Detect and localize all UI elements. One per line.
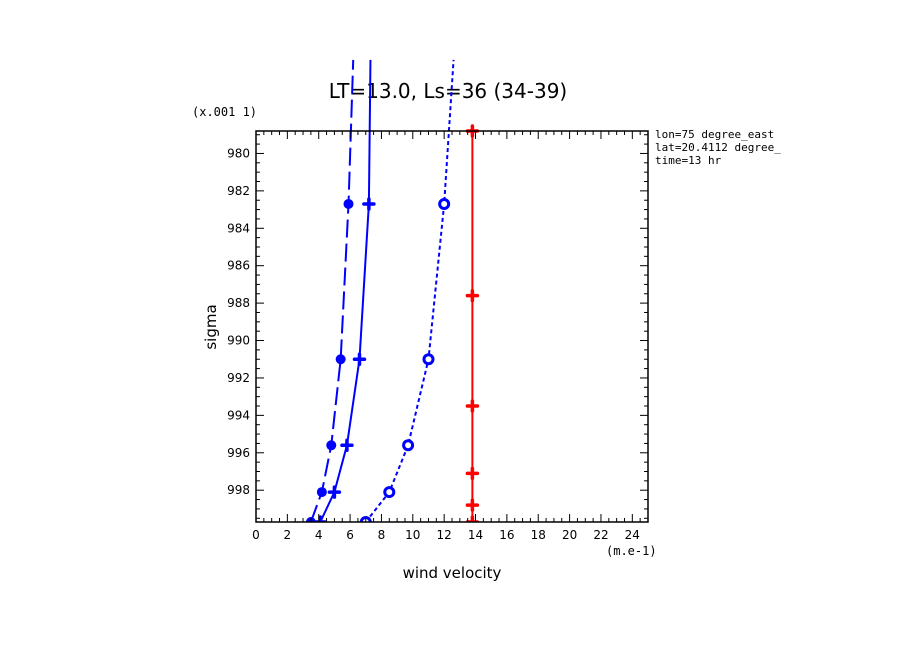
x-tick-label: 20 [562,528,577,542]
y-tick-label: 988 [227,296,250,310]
y-tick-label: 984 [227,221,250,235]
info-line: lat=20.4112 degree_ [655,141,781,154]
data-point [335,354,346,365]
series-1 [305,59,355,522]
data-point [362,197,376,211]
x-axis-label: wind velocity [403,564,502,582]
x-tick-label: 16 [499,528,514,542]
series-group [305,59,480,522]
series-2 [313,59,376,522]
x-tick-label: 6 [346,528,354,542]
info-line: time=13 hr [655,154,722,167]
y-axis-label: sigma [202,304,220,349]
axis-ticks [255,131,649,522]
x-tick-label: 0 [252,528,260,542]
x-tick-labels: 0 2 4 6 8 10 12 14 16 18 20 22 24 [252,528,640,542]
x-tick-label: 2 [284,528,292,542]
y-tick-label: 986 [227,259,250,273]
x-tick-label: 10 [405,528,420,542]
data-point [327,485,342,499]
data-point [422,353,435,366]
x-tick-label: 18 [531,528,546,542]
y-tick-label: 980 [227,146,250,160]
data-point [383,486,396,499]
y-tick-label: 990 [227,334,250,348]
plot-frame [255,130,649,523]
x-tick-label: 22 [593,528,608,542]
y-tick-label: 996 [227,446,250,460]
x-tick-label: 8 [378,528,386,542]
x-tick-label: 24 [625,528,640,542]
data-point [313,515,328,522]
data-point [402,439,415,452]
x-tick-label: 12 [437,528,452,542]
series-line [364,59,455,522]
data-point [465,515,480,522]
data-point [340,438,354,453]
y-tick-labels: 980 982 984 986 988 990 992 994 996 998 [227,146,250,497]
data-point [326,440,337,451]
data-point [438,197,451,210]
data-point [465,466,480,481]
info-line: lon=75 degree_east [655,128,774,141]
x-tick-label: 4 [315,528,323,542]
series-3 [359,59,455,522]
chart-title: LT=13.0, Ls=36 (34-39) [329,79,567,103]
data-point [316,487,327,498]
data-point [465,288,480,303]
data-point [343,198,354,209]
y-tick-label: 998 [227,483,250,497]
x-unit-label: (m.e-1) [606,544,657,558]
y-tick-label: 982 [227,184,250,198]
data-point [352,352,367,366]
series-4 [465,124,480,522]
y-tick-label: 992 [227,371,250,385]
data-point [465,399,480,413]
y-unit-label: (x.001 1) [192,105,257,119]
data-point [465,498,480,512]
series-line [309,59,355,522]
series-line [319,59,372,522]
y-tick-label: 994 [227,408,250,422]
x-tick-label: 14 [468,528,483,542]
